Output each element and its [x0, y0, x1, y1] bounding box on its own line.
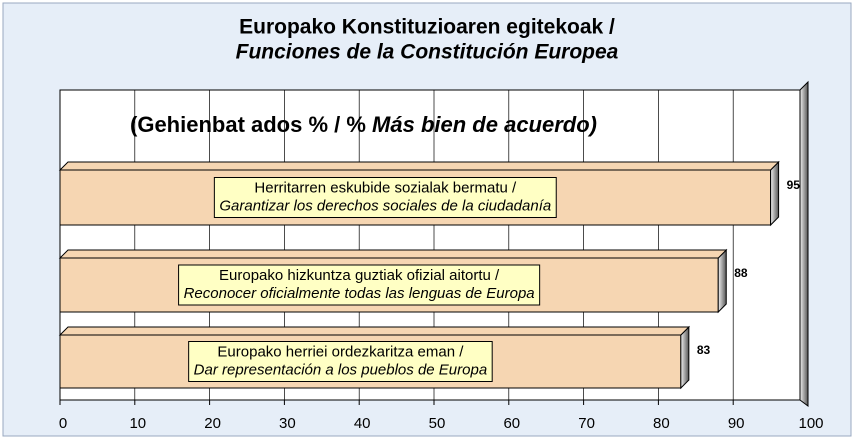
annotation-part: Más bien de acuerdo) — [372, 112, 597, 137]
label-box — [188, 341, 493, 382]
chart-title: Europako Konstituzioaren egitekoak / — [239, 16, 615, 39]
category-label: Europako herriei ordezkaritza eman /Dar … — [188, 341, 493, 382]
category-label: Europako hizkuntza guztiak ofizial aitor… — [178, 264, 541, 306]
bar-top — [58, 161, 780, 171]
bar-side — [680, 325, 690, 390]
x-tick-label: 90 — [728, 415, 745, 432]
x-tick-label: 50 — [429, 415, 446, 432]
x-tick-label: 40 — [354, 415, 371, 432]
category-label-line: Garantizar los derechos sociales de la c… — [219, 197, 551, 214]
category-label-line: Europako herriei ordezkaritza eman / — [217, 343, 464, 360]
label-box — [213, 177, 557, 218]
x-tick-label: 100 — [798, 415, 823, 432]
category-label-line: Reconocer oficialmente todas las lenguas… — [184, 285, 535, 302]
value-label: 83 — [697, 343, 711, 357]
bar-side — [770, 160, 780, 227]
annotation-part: (Gehienbat ados % / % — [130, 112, 372, 137]
x-tick-label: 80 — [653, 415, 670, 432]
x-tick-label: 20 — [204, 415, 221, 432]
bar-side — [717, 248, 727, 314]
category-label: Herritarren eskubide sozialak bermatu /G… — [213, 177, 557, 218]
x-tick-label: 10 — [129, 415, 146, 432]
x-tick-label: 0 — [59, 415, 67, 432]
category-label-line: Europako hizkuntza guztiak ofizial aitor… — [219, 267, 500, 284]
x-tick-label: 30 — [279, 415, 296, 432]
bar-top — [58, 326, 691, 336]
label-box — [178, 264, 541, 306]
annotation: (Gehienbat ados % / % Más bien de acuerd… — [130, 112, 597, 137]
category-label-line: Herritarren eskubide sozialak bermatu / — [254, 179, 517, 196]
category-label-line: Dar representación a los pueblos de Euro… — [194, 361, 488, 378]
value-label: 95 — [787, 178, 801, 192]
back-wall — [799, 80, 809, 407]
x-tick-label: 70 — [578, 415, 595, 432]
x-tick-label: 60 — [503, 415, 520, 432]
value-label: 88 — [734, 266, 748, 280]
chart-title: Funciones de la Constitución Europea — [236, 41, 619, 64]
bar-top — [58, 249, 728, 259]
